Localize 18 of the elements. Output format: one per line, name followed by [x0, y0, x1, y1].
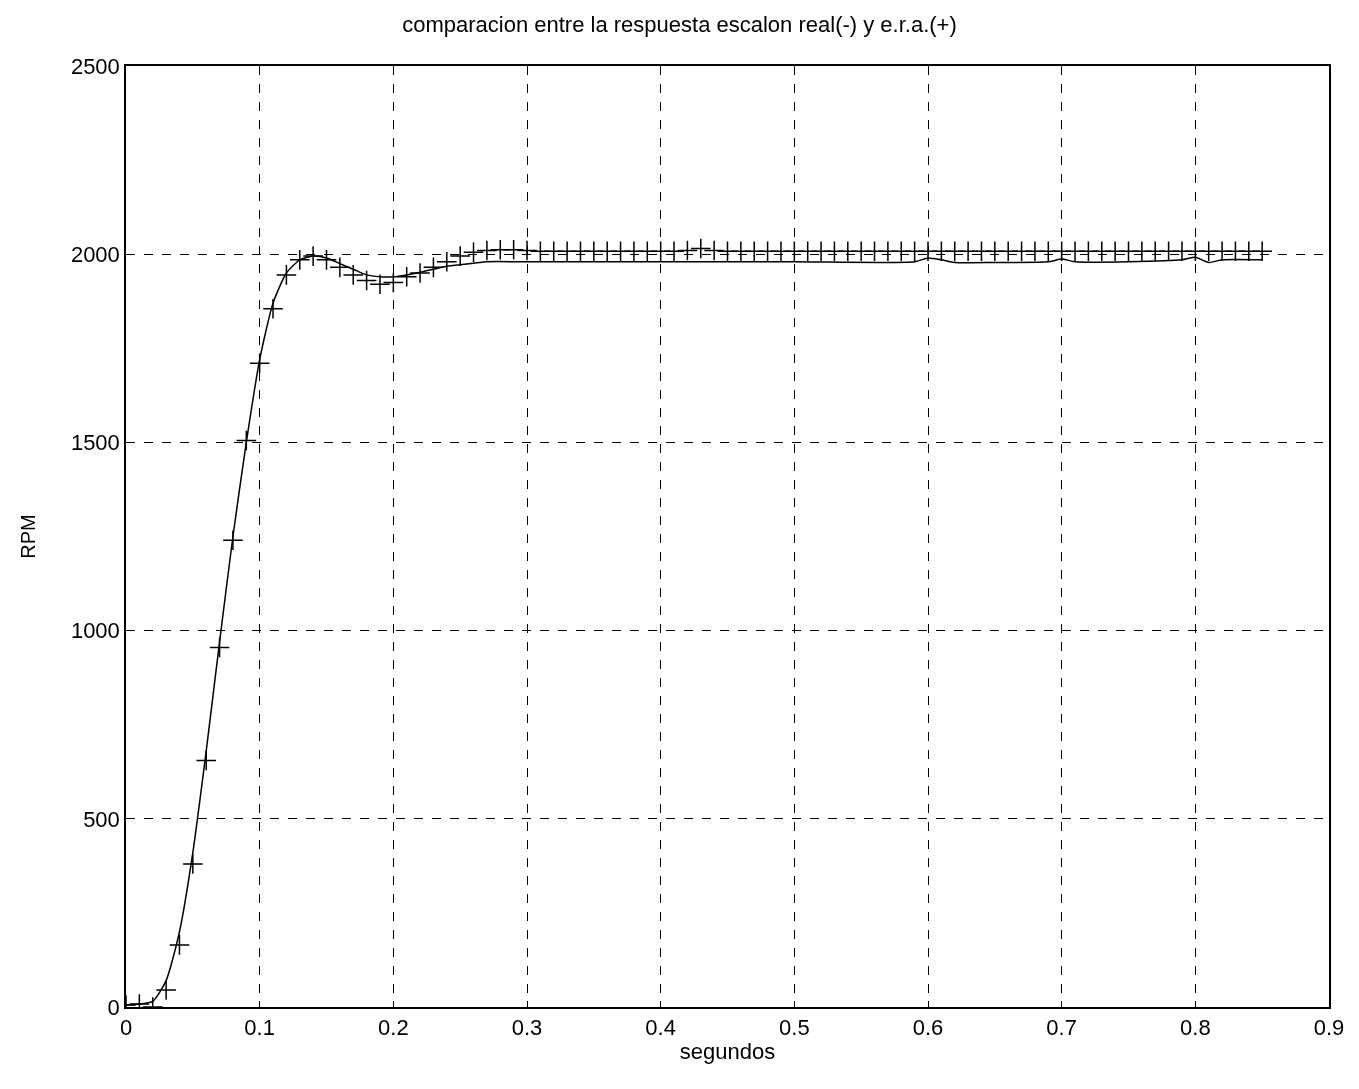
- x-tick-label: 0.6: [912, 1015, 944, 1041]
- x-tick-label: 0.8: [1180, 1015, 1211, 1041]
- x-tick-label: 0.3: [511, 1015, 543, 1041]
- y-tick-label: 1500: [70, 430, 120, 456]
- y-tick-label: 500: [83, 806, 120, 832]
- x-tick-label: 0.4: [645, 1015, 676, 1041]
- x-tick-label: 0.9: [1313, 1015, 1345, 1041]
- x-tick-label: 0.2: [378, 1015, 409, 1041]
- y-tick-label: 2000: [70, 241, 120, 267]
- y-tick-label: 0: [107, 994, 120, 1020]
- y-tick-label: 2500: [70, 53, 120, 79]
- chart-title: comparacion entre la respuesta escalon real(-) y e.r.a.(+): [402, 11, 957, 37]
- x-tick-label: 0.5: [779, 1015, 810, 1041]
- y-axis-title: RPM: [16, 514, 39, 559]
- y-tick-label: 1000: [70, 618, 120, 644]
- x-axis-title: segundos: [679, 1038, 776, 1064]
- x-tick-label: 0.1: [244, 1015, 275, 1041]
- x-tick-label: 0.7: [1046, 1015, 1077, 1041]
